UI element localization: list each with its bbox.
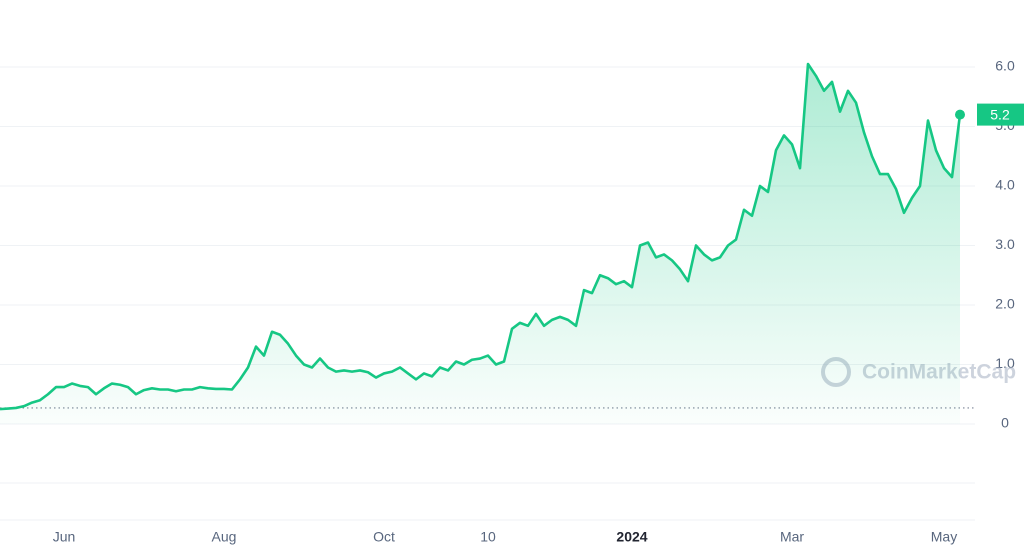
y-tick-label: 0 [1001, 415, 1009, 431]
price-area [0, 64, 960, 425]
y-tick-label: 1.0 [995, 355, 1015, 371]
price-tag [977, 103, 1024, 126]
y-tick-label: 2.0 [995, 296, 1015, 312]
y-tick-label: 6.0 [995, 58, 1015, 74]
y-tick-label: 4.0 [995, 177, 1015, 193]
x-tick-label: Oct [373, 529, 395, 545]
x-tick-label: Jun [53, 529, 76, 545]
x-tick-label: Aug [212, 529, 237, 545]
price-tag-label: 5.2 [990, 106, 1010, 122]
price-line [0, 62, 962, 411]
last-point [955, 109, 965, 120]
x-tick-label: 2024 [616, 529, 647, 545]
x-tick-label: 10 [480, 529, 496, 545]
x-tick-label: May [931, 529, 957, 545]
y-tick-label: 3.0 [995, 236, 1015, 252]
x-tick-label: Mar [780, 529, 804, 545]
